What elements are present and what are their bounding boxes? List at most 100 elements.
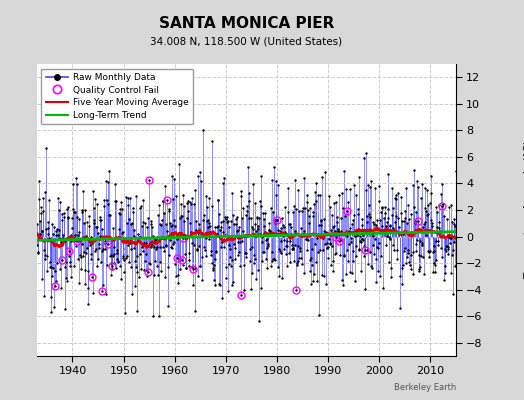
Point	[225, 224, 234, 231]
Point	[278, 215, 286, 222]
Point	[383, 233, 391, 239]
Point	[279, 233, 287, 240]
Point	[300, 228, 308, 234]
Point	[249, 226, 257, 232]
Point	[304, 236, 312, 243]
Point	[317, 222, 325, 228]
Point	[41, 226, 50, 232]
Point	[165, 252, 173, 258]
Point	[263, 265, 271, 271]
Point	[92, 263, 101, 270]
Point	[61, 306, 70, 312]
Point	[379, 229, 387, 235]
Point	[361, 243, 369, 249]
Point	[188, 239, 196, 246]
Point	[75, 229, 83, 235]
Point	[133, 253, 141, 259]
Point	[405, 259, 413, 266]
Point	[171, 193, 180, 200]
Point	[206, 252, 215, 258]
Point	[337, 228, 345, 234]
Point	[351, 277, 359, 284]
Point	[390, 219, 399, 225]
Point	[373, 216, 381, 223]
Point	[42, 144, 50, 151]
Point	[292, 260, 301, 266]
Point	[379, 285, 387, 291]
Point	[433, 224, 441, 230]
Point	[244, 215, 253, 222]
Point	[397, 265, 406, 271]
Point	[308, 246, 316, 252]
Point	[396, 273, 405, 279]
Point	[333, 219, 342, 225]
Point	[172, 236, 181, 242]
Point	[401, 214, 410, 221]
Point	[358, 236, 367, 243]
Point	[417, 252, 425, 259]
Point	[94, 245, 103, 252]
Point	[152, 236, 160, 242]
Point	[179, 234, 188, 241]
Point	[306, 268, 314, 274]
Point	[331, 228, 340, 235]
Point	[112, 256, 121, 263]
Point	[213, 224, 221, 230]
Point	[293, 262, 301, 269]
Point	[116, 263, 125, 269]
Point	[282, 243, 291, 250]
Point	[302, 236, 310, 242]
Point	[62, 278, 71, 284]
Point	[407, 252, 415, 258]
Point	[201, 253, 210, 260]
Point	[447, 202, 455, 208]
Point	[59, 235, 67, 241]
Point	[406, 230, 414, 237]
Point	[448, 252, 456, 258]
Point	[54, 232, 62, 238]
Text: 34.008 N, 118.500 W (United States): 34.008 N, 118.500 W (United States)	[150, 36, 342, 46]
Point	[326, 204, 334, 210]
Point	[236, 292, 245, 298]
Point	[399, 262, 407, 268]
Point	[319, 247, 327, 253]
Point	[78, 240, 86, 247]
Point	[196, 168, 205, 175]
Point	[139, 267, 148, 274]
Point	[413, 178, 421, 184]
Point	[178, 262, 187, 268]
Point	[211, 256, 220, 262]
Point	[104, 201, 112, 207]
Point	[350, 211, 358, 218]
Point	[431, 268, 440, 275]
Point	[141, 220, 149, 226]
Point	[418, 181, 427, 188]
Point	[234, 252, 242, 258]
Point	[305, 257, 314, 263]
Point	[87, 251, 95, 258]
Point	[127, 264, 136, 270]
Point	[374, 245, 383, 252]
Point	[288, 246, 296, 252]
Point	[402, 185, 410, 191]
Point	[320, 216, 329, 222]
Point	[268, 176, 277, 183]
Point	[45, 235, 53, 241]
Point	[259, 248, 267, 255]
Point	[394, 190, 402, 196]
Point	[267, 205, 276, 212]
Point	[367, 178, 375, 184]
Point	[181, 265, 190, 271]
Point	[192, 246, 201, 253]
Point	[217, 218, 225, 225]
Point	[40, 247, 48, 254]
Point	[62, 275, 71, 282]
Point	[435, 202, 443, 208]
Point	[45, 197, 53, 203]
Point	[69, 181, 78, 187]
Point	[113, 250, 121, 256]
Point	[278, 275, 287, 281]
Point	[338, 277, 346, 284]
Point	[233, 239, 242, 245]
Point	[299, 205, 308, 211]
